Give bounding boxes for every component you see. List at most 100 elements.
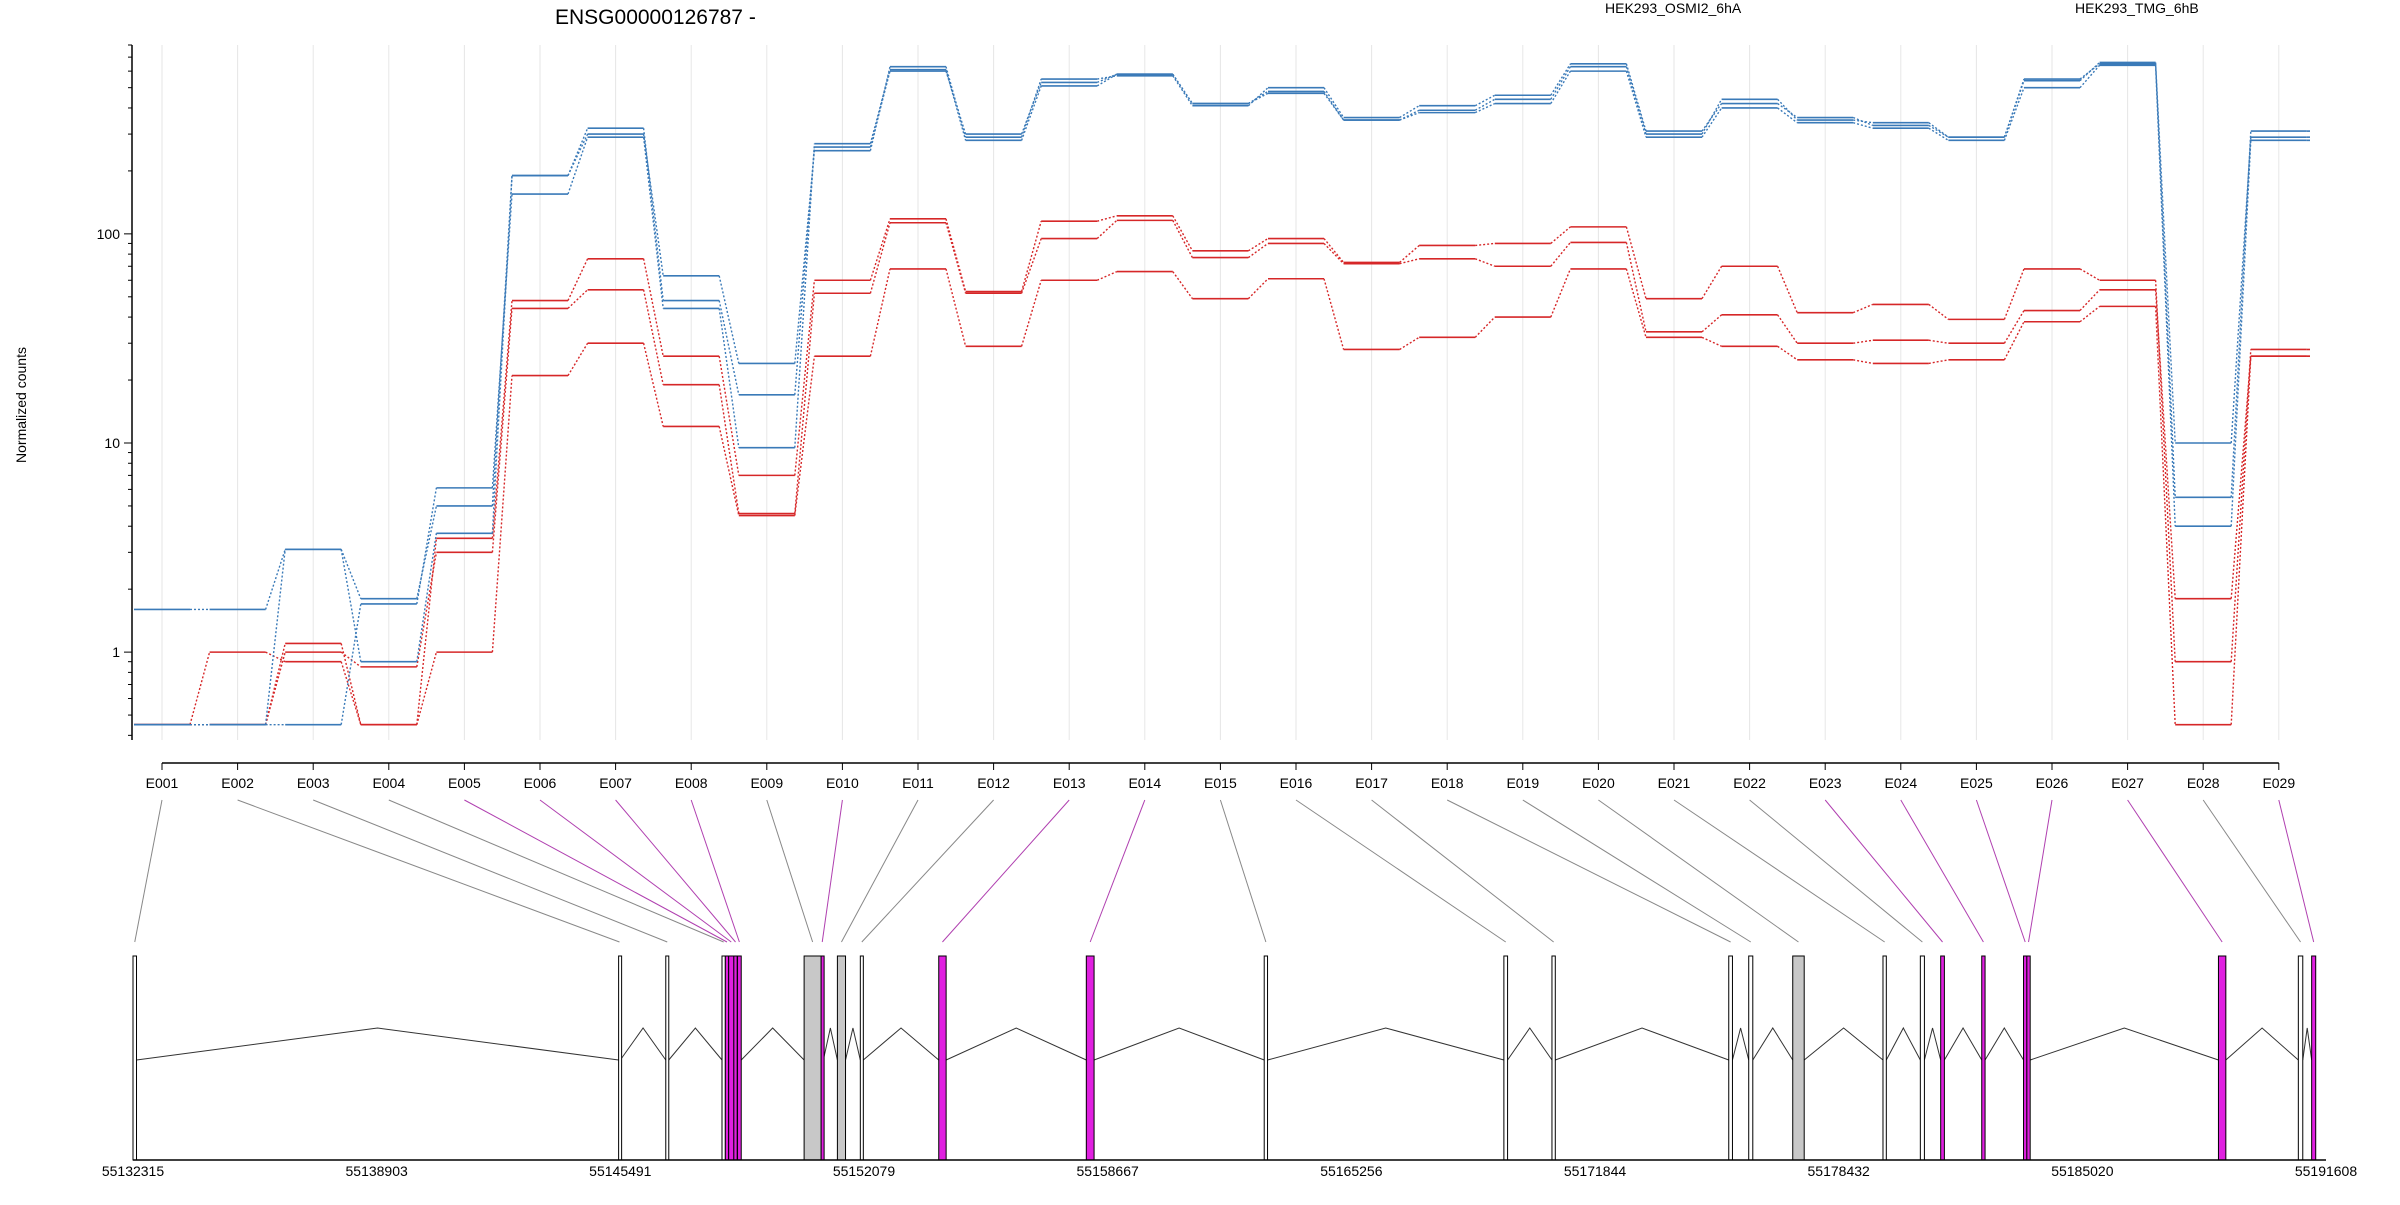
coordinate-label: 55152079	[833, 1163, 896, 1179]
series-transition	[1399, 244, 1420, 263]
exon-e016	[1503, 955, 1509, 1161]
series-transition	[1550, 226, 1571, 244]
series-transition	[718, 426, 740, 516]
series-transition	[1323, 87, 1345, 118]
series-transition	[1323, 91, 1345, 121]
y-tick-label: 1	[112, 644, 120, 660]
series-transition	[869, 69, 891, 144]
series-transition	[567, 136, 589, 195]
exon-e020	[1792, 955, 1805, 1161]
intron	[1507, 1027, 1553, 1061]
x-tick-label-e017: E017	[1355, 775, 1388, 791]
series-transition	[642, 343, 664, 427]
exon-e017	[1551, 955, 1556, 1161]
series-transition	[1248, 237, 1269, 252]
series-transition	[2154, 65, 2176, 527]
series-transition	[1020, 220, 1042, 292]
series-transition	[1020, 238, 1042, 294]
series-transition	[2230, 131, 2252, 498]
series-transition	[1777, 107, 1798, 124]
connector-e012	[861, 799, 994, 943]
exon-e007	[733, 955, 738, 1161]
x-tick-label-e018: E018	[1431, 775, 1464, 791]
series-transition	[869, 70, 891, 148]
series-transition	[1928, 122, 1949, 138]
intron	[619, 1027, 667, 1061]
series-transition	[567, 133, 589, 176]
series-transition	[2003, 78, 2025, 138]
connector-e028	[2202, 799, 2301, 943]
connector-e027	[2127, 799, 2223, 943]
connector-e009	[766, 799, 814, 943]
series-transition	[1853, 339, 1873, 344]
intron-lines	[136, 1026, 2313, 1061]
series-transition	[1172, 220, 1194, 258]
x-tick-label-e005: E005	[448, 775, 481, 791]
series-transition	[189, 651, 211, 725]
series-transition	[1399, 105, 1420, 119]
series-transition	[2230, 349, 2252, 662]
x-tick-label-e001: E001	[146, 775, 179, 791]
connector-e015	[1219, 799, 1267, 943]
exon-e011	[836, 955, 847, 1161]
series-transition	[2230, 140, 2252, 527]
coordinate-label: 55165256	[1320, 1163, 1383, 1179]
x-tick-label-e028: E028	[2187, 775, 2220, 791]
series-transition	[1020, 280, 1042, 347]
series-transition	[2079, 305, 2101, 323]
coordinate-label: 55132315	[102, 1163, 165, 1179]
series-transition	[1399, 258, 1420, 265]
connector-e014	[1089, 799, 1146, 943]
series-transition	[718, 384, 740, 514]
series-transition	[1097, 75, 1117, 80]
intron	[1093, 1027, 1265, 1061]
series-transition	[1247, 242, 1269, 259]
exon-e018	[1728, 955, 1733, 1161]
exon-e001	[132, 955, 138, 1161]
series-transition	[567, 127, 589, 176]
connector-e019	[1522, 799, 1752, 943]
series-transition	[869, 218, 891, 281]
intron	[2030, 1027, 2219, 1061]
y-axis-label: Normalized counts	[13, 347, 29, 463]
series-transition	[340, 661, 362, 725]
exon-e009	[803, 955, 822, 1161]
exon-e026	[2026, 955, 2031, 1161]
exon-e029	[2311, 955, 2317, 1161]
intron	[1752, 1027, 1794, 1061]
connector-e023	[1824, 799, 1943, 943]
series-transition	[1853, 119, 1873, 124]
connector-e003	[313, 799, 668, 943]
series-transition	[2079, 64, 2101, 89]
coordinate-label: 55185020	[2051, 1163, 2114, 1179]
series-transition	[1550, 70, 1571, 104]
connector-e022	[1749, 799, 1923, 943]
series-transition	[794, 280, 816, 476]
intron	[2225, 1027, 2299, 1061]
exon-e024	[1981, 955, 1986, 1161]
x-axis: E001 E002 E003 E004 E005 E006 E007 E008 E009 E010…	[146, 762, 2295, 791]
y-tick-label: 10	[104, 435, 120, 451]
intron	[822, 1027, 838, 1061]
x-tick-label-e025: E025	[1960, 775, 1993, 791]
exon-e028	[2297, 955, 2304, 1161]
chart-title: ENSG00000126787 -	[555, 6, 756, 29]
series-transition	[1323, 238, 1345, 263]
x-tick-label-e013: E013	[1053, 775, 1086, 791]
intron	[1555, 1027, 1729, 1061]
series-transition	[1247, 278, 1269, 300]
x-tick-label-e024: E024	[1884, 775, 1917, 791]
series-transition	[642, 137, 664, 309]
series-transition	[491, 175, 513, 534]
series-transition	[2079, 63, 2101, 80]
series-transition	[1777, 98, 1798, 121]
series-transition	[2230, 356, 2252, 725]
exon-e019	[1748, 955, 1754, 1161]
exon-connector-lines	[134, 799, 2315, 943]
series-transition	[794, 356, 816, 516]
series-transition	[1550, 268, 1572, 318]
connector-e025	[1975, 799, 2026, 943]
series-5	[134, 63, 2310, 726]
series-transition	[945, 268, 967, 347]
